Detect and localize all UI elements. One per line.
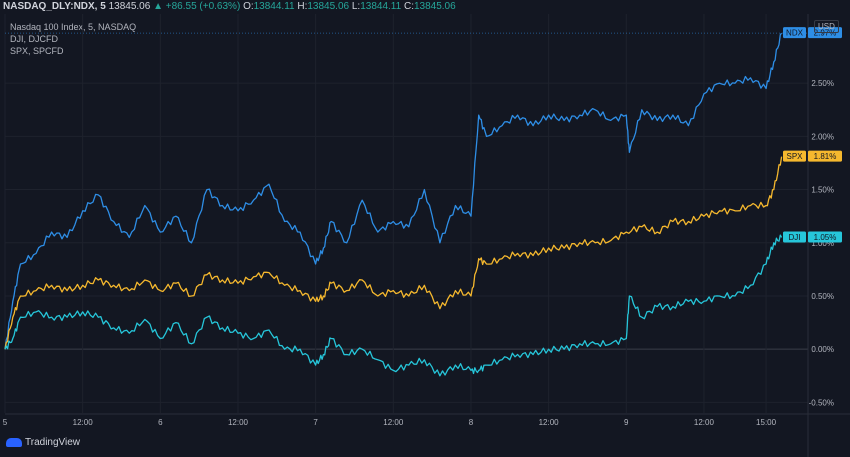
up-arrow-icon: ▲ [153, 1, 163, 12]
series-tag-label: NDX [786, 29, 804, 38]
legend-spx[interactable]: SPX, SPCFD [10, 46, 64, 56]
price-change: +86.55 (+0.63%) [165, 1, 241, 12]
low-value: 13844.11 [360, 1, 402, 12]
series-tag-dji [783, 231, 806, 243]
y-tick-label: 1.00% [811, 239, 834, 248]
series-tag-ndx [783, 27, 806, 39]
value-badge-label: 1.81% [814, 152, 837, 161]
open-value: 13844.11 [253, 1, 295, 12]
legend-ndx[interactable]: Nasdaq 100 Index, 5, NASDAQ [10, 22, 137, 32]
x-tick-label: 12:00 [228, 418, 249, 427]
x-tick-label: 8 [469, 418, 474, 427]
y-tick-label: 2.00% [811, 132, 834, 141]
series-line-ndx[interactable] [4, 32, 783, 350]
value-badge-label: 2.97% [814, 29, 837, 38]
brand-name: TradingView [25, 437, 81, 448]
x-tick-label: 6 [158, 418, 163, 427]
x-tick-label: 9 [624, 418, 629, 427]
series-legend: Nasdaq 100 Index, 5, NASDAQ DJI, DJCFD S… [10, 21, 136, 57]
close-label: C: [403, 1, 414, 12]
currency-label[interactable]: USD [814, 20, 839, 33]
open-label: O: [243, 1, 254, 12]
high-label: H: [297, 1, 308, 12]
tradingview-logo-icon [6, 438, 22, 447]
legend-dji[interactable]: DJI, DJCFD [10, 34, 58, 44]
high-value: 13845.06 [307, 1, 350, 12]
y-tick-label: -0.50% [809, 398, 834, 407]
y-tick-label: 1.50% [811, 186, 834, 195]
y-tick-label: 0.50% [811, 292, 834, 301]
y-tick-label: 2.50% [811, 79, 834, 88]
y-tick-label: 0.00% [811, 345, 834, 354]
series-tag-label: SPX [786, 152, 803, 161]
value-badge-dji [808, 231, 842, 243]
x-tick-label: 7 [313, 418, 318, 427]
x-tick-label: 12:00 [694, 418, 715, 427]
value-badge-label: 1.05% [814, 233, 837, 242]
series-line-spx[interactable] [4, 156, 783, 350]
series-tag-label: DJI [789, 233, 801, 242]
series-tag-spx [783, 150, 806, 162]
low-label: L: [351, 1, 361, 12]
x-tick-label: 12:00 [539, 418, 560, 427]
close-value: 13845.06 [413, 1, 456, 12]
symbol-name[interactable]: NASDAQ_DLY:NDX, 5 [3, 1, 106, 12]
symbol-header: NASDAQ_DLY:NDX, 5 13845.06 ▲ +86.55 (+0.… [0, 0, 850, 14]
x-tick-label: 15:00 [756, 418, 777, 427]
x-tick-label: 5 [3, 418, 8, 427]
x-tick-label: 12:00 [73, 418, 94, 427]
last-price: 13845.06 [108, 1, 151, 12]
series-line-dji[interactable] [4, 234, 783, 377]
x-tick-label: 12:00 [383, 418, 404, 427]
value-badge-spx [808, 150, 842, 162]
tradingview-brand[interactable]: TradingView [6, 437, 80, 448]
